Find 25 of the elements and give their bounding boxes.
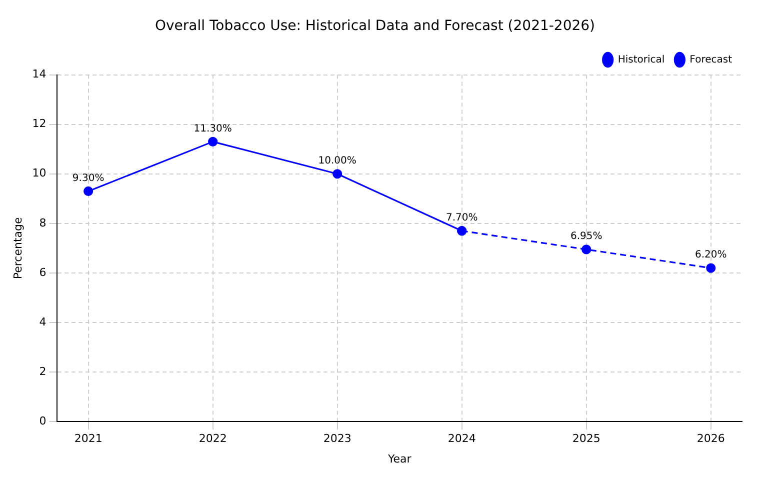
x-tick-label: 2022 [198,432,227,446]
x-tick-label: 2025 [572,432,600,446]
y-tick-label: 14 [32,68,46,81]
y-tick-label: 2 [39,364,46,378]
x-tick-label: 2024 [448,432,476,446]
data-label: 6.95% [570,231,602,242]
y-tick-label: 0 [39,414,46,428]
chart-title: Overall Tobacco Use: Historical Data and Forecast (2021-2026) [154,18,596,34]
legend-label: Historical [618,54,665,66]
x-tick-label: 2021 [74,432,102,446]
x-tick-label: 2023 [323,432,352,446]
y-axis-title: Percentage [11,217,24,280]
data-label: 11.30% [194,123,232,134]
x-tick-label: 2026 [696,432,725,446]
data-label: 9.30% [72,172,104,184]
data-label: 6.20% [694,250,727,261]
y-tick-label: 6 [39,266,46,279]
x-axis-title: Year [386,452,412,466]
data-label: 7.70% [446,212,478,224]
y-tick-label: 8 [39,216,46,230]
legend-label: Forecast [690,54,732,66]
y-tick-label: 12 [32,117,46,130]
y-tick-label: 4 [39,315,46,328]
data-label: 10.00% [318,155,356,166]
y-tick-label: 10 [32,166,46,180]
